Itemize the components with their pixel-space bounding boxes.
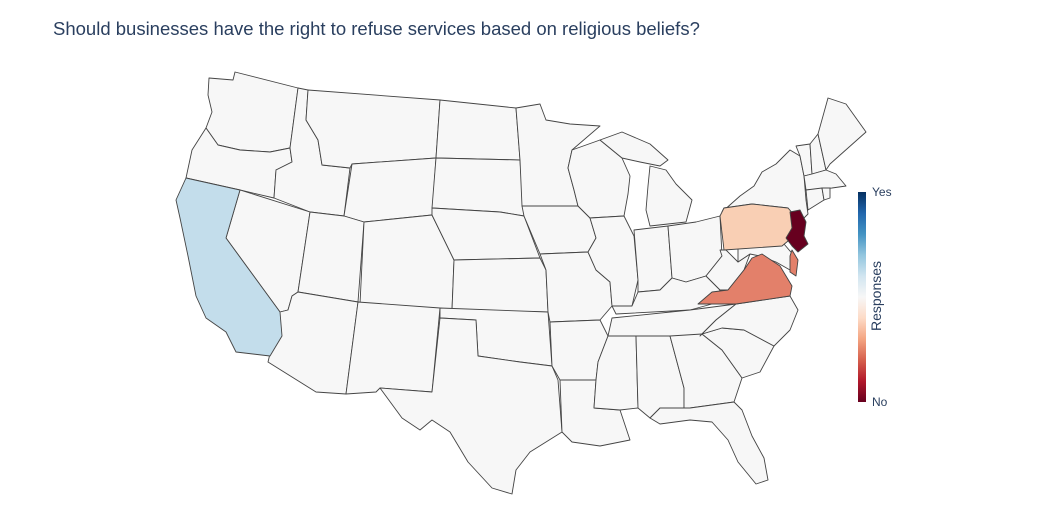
state-mississippi[interactable] [593,335,639,411]
state-new-mexico[interactable] [345,301,441,395]
state-south-dakota[interactable] [431,157,525,217]
state-california[interactable] [175,177,283,357]
state-north-dakota[interactable] [435,99,521,161]
state-florida[interactable] [649,401,769,485]
state-kentucky[interactable] [611,275,721,315]
colorbar-title: Responses [868,260,884,332]
state-texas[interactable] [379,317,563,495]
data-states [175,177,809,357]
state-indiana[interactable] [633,225,673,293]
state-virginia[interactable] [697,253,793,305]
state-montana[interactable] [305,89,441,169]
state-connecticut[interactable] [805,187,825,211]
state-maine[interactable] [817,97,867,171]
state-kansas[interactable] [451,257,549,313]
state-michigan-upper[interactable] [599,131,669,167]
state-north-carolina[interactable] [699,295,799,347]
state-michigan-lower[interactable] [645,165,693,227]
state-rhode-island[interactable] [821,187,831,201]
state-washington[interactable] [205,71,299,153]
state-pennsylvania[interactable] [719,203,801,251]
state-delaware[interactable] [789,249,799,277]
state-wyoming[interactable] [343,157,437,223]
state-utah[interactable] [297,211,365,303]
colorbar-tick-yes: Yes [872,185,892,199]
chart-title: Should businesses have the right to refu… [53,18,700,39]
state-new-jersey[interactable] [785,209,809,253]
colorbar [858,192,866,402]
base-states [185,71,867,495]
colorbar-tick-no: No [872,395,888,409]
